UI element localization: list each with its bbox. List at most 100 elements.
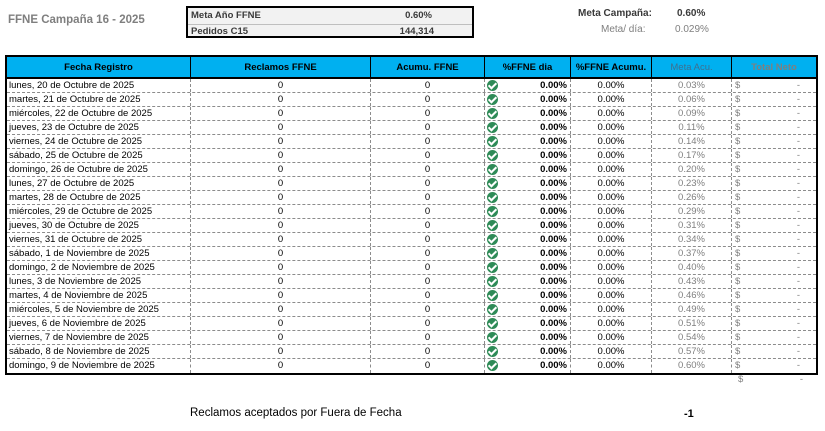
cell-total-neto[interactable]: $ - — [732, 79, 816, 92]
cell-pct-acumu[interactable]: 0.00% — [571, 93, 652, 106]
cell-meta-acu[interactable]: 0.29% — [652, 205, 732, 218]
meta-dia-value[interactable]: 0.029% — [675, 24, 709, 35]
cell-acumu[interactable]: 0 — [371, 191, 485, 204]
cell-total-neto[interactable]: $ - — [732, 233, 816, 246]
cell-meta-acu[interactable]: 0.60% — [652, 359, 732, 373]
cell-pct-dia[interactable]: 0.00% — [485, 79, 571, 92]
cell-pct-acumu[interactable]: 0.00% — [571, 275, 652, 288]
cell-total-neto[interactable]: $ - — [732, 289, 816, 302]
cell-acumu[interactable]: 0 — [371, 135, 485, 148]
cell-meta-acu[interactable]: 0.54% — [652, 331, 732, 344]
cell-fecha[interactable]: jueves, 23 de Octubre de 2025 — [7, 121, 191, 134]
cell-total-neto[interactable]: $ - — [732, 219, 816, 232]
cell-acumu[interactable]: 0 — [371, 303, 485, 316]
cell-acumu[interactable]: 0 — [371, 275, 485, 288]
cell-acumu[interactable]: 0 — [371, 79, 485, 92]
cell-meta-acu[interactable]: 0.37% — [652, 247, 732, 260]
cell-fecha[interactable]: miércoles, 29 de Octubre de 2025 — [7, 205, 191, 218]
cell-pct-dia[interactable]: 0.00% — [485, 345, 571, 358]
cell-pct-dia[interactable]: 0.00% — [485, 107, 571, 120]
cell-meta-acu[interactable]: 0.26% — [652, 191, 732, 204]
cell-pct-acumu[interactable]: 0.00% — [571, 359, 652, 373]
meta-anio-value[interactable]: 0.60% — [405, 10, 432, 21]
header-reclamos[interactable]: Reclamos FFNE — [191, 57, 371, 77]
cell-total-neto[interactable]: $ - — [732, 261, 816, 274]
cell-pct-dia[interactable]: 0.00% — [485, 275, 571, 288]
cell-reclamos[interactable]: 0 — [191, 121, 371, 134]
cell-fecha[interactable]: lunes, 3 de Noviembre de 2025 — [7, 275, 191, 288]
cell-total-neto[interactable]: $ - — [732, 163, 816, 176]
cell-fecha[interactable]: lunes, 20 de Octubre de 2025 — [7, 79, 191, 92]
cell-pct-dia[interactable]: 0.00% — [485, 177, 571, 190]
cell-total-neto[interactable]: $ - — [732, 191, 816, 204]
fuera-de-fecha-value[interactable]: -1 — [684, 408, 694, 420]
cell-fecha[interactable]: domingo, 9 de Noviembre de 2025 — [7, 359, 191, 373]
cell-reclamos[interactable]: 0 — [191, 79, 371, 92]
cell-acumu[interactable]: 0 — [371, 345, 485, 358]
cell-acumu[interactable]: 0 — [371, 359, 485, 373]
cell-reclamos[interactable]: 0 — [191, 317, 371, 330]
header-total-neto[interactable]: Total Neto — [751, 61, 797, 73]
cell-meta-acu[interactable]: 0.14% — [652, 135, 732, 148]
cell-meta-acu[interactable]: 0.43% — [652, 275, 732, 288]
cell-fecha[interactable]: sábado, 1 de Noviembre de 2025 — [7, 247, 191, 260]
cell-reclamos[interactable]: 0 — [191, 163, 371, 176]
cell-pct-acumu[interactable]: 0.00% — [571, 303, 652, 316]
cell-pct-acumu[interactable]: 0.00% — [571, 79, 652, 92]
cell-pct-acumu[interactable]: 0.00% — [571, 331, 652, 344]
cell-reclamos[interactable]: 0 — [191, 135, 371, 148]
cell-total-neto[interactable]: $ - — [732, 205, 816, 218]
cell-reclamos[interactable]: 0 — [191, 219, 371, 232]
cell-total-neto[interactable]: $ - — [732, 107, 816, 120]
cell-total-neto[interactable]: $ - — [732, 93, 816, 106]
cell-fecha[interactable]: miércoles, 5 de Noviembre de 2025 — [7, 303, 191, 316]
cell-acumu[interactable]: 0 — [371, 177, 485, 190]
cell-reclamos[interactable]: 0 — [191, 177, 371, 190]
cell-fecha[interactable]: martes, 21 de Octubre de 2025 — [7, 93, 191, 106]
cell-pct-dia[interactable]: 0.00% — [485, 163, 571, 176]
cell-pct-dia[interactable]: 0.00% — [485, 233, 571, 246]
cell-meta-acu[interactable]: 0.57% — [652, 345, 732, 358]
cell-meta-acu[interactable]: 0.40% — [652, 261, 732, 274]
cell-pct-acumu[interactable]: 0.00% — [571, 149, 652, 162]
cell-acumu[interactable]: 0 — [371, 317, 485, 330]
cell-meta-acu[interactable]: 0.46% — [652, 289, 732, 302]
cell-reclamos[interactable]: 0 — [191, 233, 371, 246]
cell-reclamos[interactable]: 0 — [191, 331, 371, 344]
pedidos-value[interactable]: 144,314 — [399, 26, 434, 37]
cell-pct-dia[interactable]: 0.00% — [485, 331, 571, 344]
cell-pct-dia[interactable]: 0.00% — [485, 359, 571, 373]
cell-total-neto[interactable]: $ - — [732, 149, 816, 162]
cell-reclamos[interactable]: 0 — [191, 93, 371, 106]
cell-meta-acu[interactable]: 0.03% — [652, 79, 732, 92]
cell-fecha[interactable]: viernes, 7 de Noviembre de 2025 — [7, 331, 191, 344]
cell-reclamos[interactable]: 0 — [191, 261, 371, 274]
cell-pct-acumu[interactable]: 0.00% — [571, 247, 652, 260]
cell-reclamos[interactable]: 0 — [191, 289, 371, 302]
cell-acumu[interactable]: 0 — [371, 289, 485, 302]
cell-fecha[interactable]: jueves, 6 de Noviembre de 2025 — [7, 317, 191, 330]
cell-acumu[interactable]: 0 — [371, 121, 485, 134]
cell-pct-dia[interactable]: 0.00% — [485, 135, 571, 148]
cell-pct-acumu[interactable]: 0.00% — [571, 121, 652, 134]
cell-pct-dia[interactable]: 0.00% — [485, 317, 571, 330]
cell-reclamos[interactable]: 0 — [191, 275, 371, 288]
cell-reclamos[interactable]: 0 — [191, 149, 371, 162]
cell-meta-acu[interactable]: 0.51% — [652, 317, 732, 330]
header-pct-acumu[interactable]: %FFNE Acumu. — [571, 57, 652, 77]
cell-total-neto[interactable]: $ - — [732, 177, 816, 190]
cell-total-neto[interactable]: $ - — [732, 275, 816, 288]
cell-fecha[interactable]: martes, 4 de Noviembre de 2025 — [7, 289, 191, 302]
cell-meta-acu[interactable]: 0.06% — [652, 93, 732, 106]
cell-reclamos[interactable]: 0 — [191, 205, 371, 218]
cell-pct-dia[interactable]: 0.00% — [485, 93, 571, 106]
cell-total-neto[interactable]: $ - — [732, 135, 816, 148]
header-fecha[interactable]: Fecha Registro — [7, 57, 191, 77]
cell-total-neto[interactable]: $ - — [732, 359, 816, 373]
cell-pct-acumu[interactable]: 0.00% — [571, 219, 652, 232]
cell-total-neto[interactable]: $ - — [732, 317, 816, 330]
cell-pct-dia[interactable]: 0.00% — [485, 191, 571, 204]
cell-pct-acumu[interactable]: 0.00% — [571, 261, 652, 274]
cell-total-neto[interactable]: $ - — [732, 247, 816, 260]
cell-fecha[interactable]: sábado, 8 de Noviembre de 2025 — [7, 345, 191, 358]
